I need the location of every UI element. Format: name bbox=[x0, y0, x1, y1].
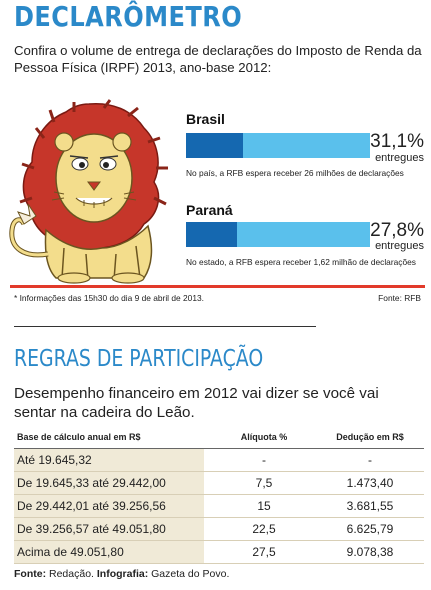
section-subtitle: Desempenho financeiro em 2012 vai dizer … bbox=[14, 385, 379, 421]
header-base: Base de cálculo anual em R$ bbox=[17, 432, 141, 442]
cell-deducao: 6.625,79 bbox=[346, 522, 394, 536]
cell-aliquota: 27,5 bbox=[252, 545, 276, 559]
region-brasil-status: entregues bbox=[375, 152, 424, 164]
table-row: De 19.645,33 até 29.442,00 7,5 1.473,40 bbox=[14, 472, 424, 495]
credits: Fonte: Redação. Infografia: Gazeta do Po… bbox=[14, 568, 229, 580]
table-header: Base de cálculo anual em R$ Alíquota % D… bbox=[14, 430, 424, 449]
region-parana-bar bbox=[186, 222, 370, 247]
table-row: De 29.442,01 até 39.256,56 15 3.681,55 bbox=[14, 495, 424, 518]
cell-aliquota: - bbox=[262, 453, 266, 467]
footnote-source: Fonte: RFB bbox=[378, 293, 421, 303]
region-parana-status: entregues bbox=[375, 240, 424, 252]
region-parana-name: Paraná bbox=[186, 202, 233, 218]
region-brasil-percent: 31,1% bbox=[370, 131, 424, 152]
cell-aliquota: 7,5 bbox=[255, 476, 273, 490]
region-brasil-name: Brasil bbox=[186, 111, 225, 127]
cell-base: Acima de 49.051,80 bbox=[17, 545, 124, 559]
cell-base: Até 19.645,32 bbox=[17, 453, 92, 467]
red-divider bbox=[10, 285, 425, 288]
region-parana-percent: 27,8% bbox=[370, 220, 424, 241]
table-row: Acima de 49.051,80 27,5 9.078,38 bbox=[14, 541, 424, 564]
header-deducao: Dedução em R$ bbox=[336, 432, 404, 442]
cell-aliquota: 15 bbox=[257, 499, 271, 513]
credits-source-value: Redação. bbox=[49, 568, 94, 580]
cell-base: De 19.645,33 até 29.442,00 bbox=[17, 476, 166, 490]
region-parana-bar-fill bbox=[186, 222, 238, 247]
header-aliquota: Alíquota % bbox=[240, 432, 288, 442]
cell-deducao: 3.681,55 bbox=[346, 499, 394, 513]
cell-base: De 39.256,57 até 49.051,80 bbox=[17, 522, 166, 536]
footnote: * Informações das 15h30 do dia 9 de abri… bbox=[14, 293, 204, 303]
section-divider bbox=[14, 326, 316, 327]
cell-base: De 29.442,01 até 39.256,56 bbox=[17, 499, 166, 513]
cell-aliquota: 22,5 bbox=[252, 522, 276, 536]
tax-table: Base de cálculo anual em R$ Alíquota % D… bbox=[14, 430, 424, 564]
region-brasil-note: No país, a RFB espera receber 26 milhões… bbox=[186, 168, 404, 178]
cell-deducao: 9.078,38 bbox=[346, 545, 394, 559]
page-title: DECLARÔMETRO bbox=[14, 0, 243, 33]
table-row: De 39.256,57 até 49.051,80 22,5 6.625,79 bbox=[14, 518, 424, 541]
credits-infographic-value: Gazeta do Povo. bbox=[151, 568, 230, 580]
region-brasil-bar bbox=[186, 133, 370, 158]
section-title: REGRAS DE PARTICIPAÇÃO bbox=[14, 346, 264, 372]
cell-deducao: 1.473,40 bbox=[346, 476, 394, 490]
lion-illustration bbox=[9, 99, 168, 284]
region-parana-note: No estado, a RFB espera receber 1,62 mil… bbox=[186, 257, 416, 267]
cell-deducao: - bbox=[368, 453, 372, 467]
page-subtitle: Confira o volume de entrega de declaraçõ… bbox=[14, 43, 422, 75]
table-row: Até 19.645,32 - - bbox=[14, 449, 424, 472]
region-brasil-bar-fill bbox=[186, 133, 244, 158]
credits-infographic-label: Infografia: bbox=[96, 568, 149, 580]
credits-source-label: Fonte: bbox=[14, 568, 47, 580]
